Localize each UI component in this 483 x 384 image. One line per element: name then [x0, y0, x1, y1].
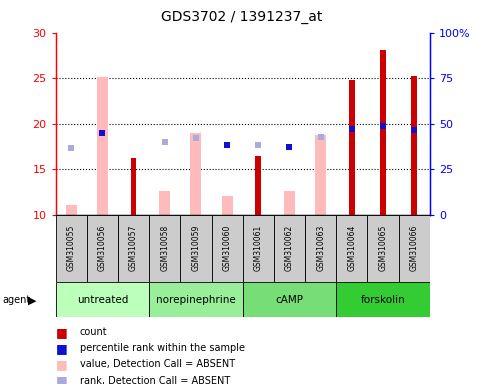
Text: value, Detection Call = ABSENT: value, Detection Call = ABSENT [80, 359, 235, 369]
Text: norepinephrine: norepinephrine [156, 295, 236, 305]
Text: GSM310056: GSM310056 [98, 225, 107, 271]
Bar [336, 282, 430, 317]
Bar [315, 135, 326, 215]
Text: GSM310066: GSM310066 [410, 225, 419, 271]
Bar [242, 215, 274, 282]
Bar [380, 50, 386, 215]
Text: count: count [80, 327, 107, 337]
Text: percentile rank within the sample: percentile rank within the sample [80, 343, 245, 353]
Bar [336, 215, 368, 282]
Text: ■: ■ [56, 342, 67, 355]
Text: GSM310055: GSM310055 [67, 225, 76, 271]
Text: GSM310063: GSM310063 [316, 225, 325, 271]
Bar [159, 191, 170, 215]
Text: GSM310059: GSM310059 [191, 225, 200, 271]
Text: GSM310058: GSM310058 [160, 225, 169, 271]
Text: GSM310060: GSM310060 [223, 225, 232, 271]
Bar [66, 205, 77, 215]
Text: GSM310061: GSM310061 [254, 225, 263, 271]
Text: GDS3702 / 1391237_at: GDS3702 / 1391237_at [161, 10, 322, 23]
Bar [212, 215, 242, 282]
Bar [349, 80, 355, 215]
Bar [149, 282, 242, 317]
Bar [274, 215, 305, 282]
Text: forskolin: forskolin [361, 295, 405, 305]
Text: cAMP: cAMP [275, 295, 303, 305]
Bar [118, 215, 149, 282]
Bar [97, 77, 108, 215]
Bar [180, 215, 212, 282]
Text: GSM310065: GSM310065 [379, 225, 387, 271]
Bar [190, 133, 201, 215]
Text: rank, Detection Call = ABSENT: rank, Detection Call = ABSENT [80, 376, 230, 384]
Bar [256, 156, 261, 215]
Bar [242, 282, 336, 317]
Bar [56, 282, 149, 317]
Bar [56, 215, 87, 282]
Bar [412, 76, 417, 215]
Bar [305, 215, 336, 282]
Bar [149, 215, 180, 282]
Text: ■: ■ [56, 358, 67, 371]
Text: ■: ■ [56, 326, 67, 339]
Bar [284, 191, 295, 215]
Text: untreated: untreated [77, 295, 128, 305]
Text: ▶: ▶ [28, 295, 37, 305]
Text: agent: agent [2, 295, 30, 305]
Bar [222, 196, 233, 215]
Bar [368, 215, 398, 282]
Bar [131, 159, 136, 215]
Bar [87, 215, 118, 282]
Text: ■: ■ [56, 374, 67, 384]
Text: GSM310057: GSM310057 [129, 225, 138, 271]
Bar [398, 215, 430, 282]
Text: GSM310062: GSM310062 [285, 225, 294, 271]
Text: GSM310064: GSM310064 [347, 225, 356, 271]
